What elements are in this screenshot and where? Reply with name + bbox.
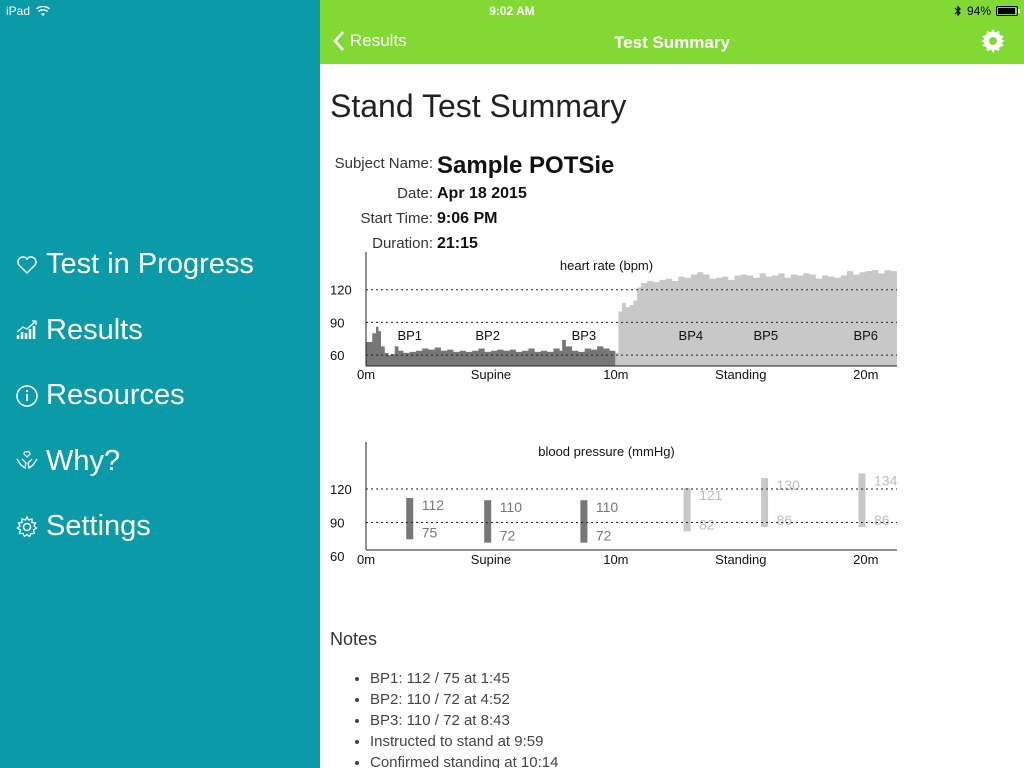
note-item: Confirmed standing at 10:14 xyxy=(370,752,558,768)
bp-diastolic-label: 75 xyxy=(422,524,438,540)
bp-phase-label: Supine xyxy=(471,552,511,567)
bp-bar xyxy=(683,487,691,532)
hr-bp-marker: BP3 xyxy=(572,328,597,343)
sidebar-item-label: Test in Progress xyxy=(46,248,254,281)
hr-xtick-label: 20m xyxy=(853,367,878,382)
bp-systolic-label: 110 xyxy=(596,499,619,515)
bp-bar xyxy=(858,473,866,527)
bp-systolic-label: 130 xyxy=(777,477,801,493)
hr-xtick-label: 0m xyxy=(357,367,375,382)
bp-ytick-label: 120 xyxy=(330,482,352,497)
battery-icon xyxy=(996,6,1020,16)
sidebar-item-results[interactable]: Results xyxy=(14,298,254,364)
bp-systolic-label: 112 xyxy=(422,497,445,513)
bp-ytick-label: 90 xyxy=(330,516,344,531)
bp-diastolic-label: 86 xyxy=(874,512,890,528)
bp-phase-label: Standing xyxy=(715,552,766,567)
date-label: Date: xyxy=(397,185,433,202)
notes-title: Notes xyxy=(330,629,378,649)
chevron-left-icon xyxy=(333,31,344,51)
hr-phase-label: Standing xyxy=(715,367,766,382)
bp-diastolic-label: 72 xyxy=(500,528,516,544)
sidebar-item-why[interactable]: Why? xyxy=(14,429,254,495)
hr-phase-label: Supine xyxy=(471,367,511,382)
sidebar-item-test-in-progress[interactable]: Test in Progress xyxy=(14,232,254,298)
hands-icon xyxy=(14,448,40,474)
bp-bar xyxy=(484,500,492,543)
subject-value: Sample POTSie xyxy=(437,152,615,179)
wifi-icon xyxy=(36,5,51,16)
start-time-value: 9:06 PM xyxy=(437,210,498,227)
note-item: BP1: 112 / 75 at 1:45 xyxy=(370,668,558,689)
duration-value: 21:15 xyxy=(437,235,478,252)
sidebar-item-label: Resources xyxy=(46,379,185,412)
date-value: Apr 18 2015 xyxy=(437,185,527,202)
info-icon xyxy=(14,383,40,409)
sidebar-item-settings[interactable]: Settings xyxy=(14,494,254,560)
status-right: 94% xyxy=(954,4,1020,18)
bp-systolic-label: 121 xyxy=(699,487,723,503)
hr-chart-title: heart rate (bpm) xyxy=(560,258,653,273)
device-name: iPad xyxy=(6,4,31,18)
back-button-label: Results xyxy=(350,31,407,50)
status-bar: iPad 9:02 AM 94% xyxy=(0,0,1024,22)
hr-bp-marker: BP4 xyxy=(679,328,704,343)
back-button[interactable]: Results xyxy=(332,30,407,52)
navigation-bar: Results Test Summary xyxy=(320,0,1024,64)
gear-icon[interactable] xyxy=(980,28,1006,54)
bp-bar xyxy=(580,500,588,543)
bp-xtick-label: 0m xyxy=(357,552,375,567)
heart-icon xyxy=(14,252,40,278)
hr-ytick-label: 90 xyxy=(330,315,344,330)
sidebar: Test in Progress Results Resources xyxy=(0,0,320,768)
sidebar-item-resources[interactable]: Resources xyxy=(14,363,254,429)
status-left: iPad xyxy=(6,4,51,18)
hr-bp-marker: BP5 xyxy=(754,328,779,343)
note-item: BP3: 110 / 72 at 8:43 xyxy=(370,710,558,731)
sidebar-item-label: Settings xyxy=(46,510,151,543)
hr-series-supine xyxy=(366,326,616,366)
sidebar-item-label: Why? xyxy=(46,444,121,477)
bp-diastolic-label: 82 xyxy=(699,516,715,532)
bp-chart-title: blood pressure (mmHg) xyxy=(538,444,675,459)
battery-percent: 94% xyxy=(966,4,991,18)
bp-xtick-label: 20m xyxy=(853,552,878,567)
heart-rate-chart: 60 90 120 heart rate (bpm) BP1 BP2 BP3 BP4 BP5 BP… xyxy=(320,250,1024,390)
hr-bp-marker: BP1 xyxy=(397,328,422,343)
start-time-label: Start Time: xyxy=(360,210,433,227)
sidebar-item-label: Results xyxy=(46,313,143,346)
hr-ytick-label: 120 xyxy=(330,283,352,298)
bp-xtick-label: 10m xyxy=(603,552,628,567)
notes-list: BP1: 112 / 75 at 1:45 BP2: 110 / 72 at 4… xyxy=(370,668,558,768)
chart-icon xyxy=(14,317,40,343)
page-title: Stand Test Summary xyxy=(330,88,627,124)
hr-bp-marker: BP2 xyxy=(475,328,500,343)
subject-label: Subject Name: xyxy=(334,155,433,172)
gear-icon xyxy=(14,514,40,540)
note-item: BP2: 110 / 72 at 4:52 xyxy=(370,689,558,710)
bp-ytick-label: 60 xyxy=(330,549,344,564)
hr-ytick-label: 60 xyxy=(330,348,344,363)
bp-bar xyxy=(761,477,769,527)
main-panel: Results Test Summary Stand Test Summary … xyxy=(320,0,1024,768)
duration-label: Duration: xyxy=(372,235,433,252)
bp-bar xyxy=(406,497,414,540)
note-item: Instructed to stand at 9:59 xyxy=(370,731,558,752)
hr-series-standing xyxy=(615,270,897,366)
bp-systolic-label: 110 xyxy=(500,499,523,515)
navbar-title: Test Summary xyxy=(614,33,730,52)
bp-systolic-label: 134 xyxy=(874,472,898,488)
hr-xtick-label: 10m xyxy=(603,367,628,382)
hr-bp-marker: BP6 xyxy=(853,328,878,343)
status-time: 9:02 AM xyxy=(489,4,535,18)
bluetooth-icon xyxy=(954,5,961,17)
sidebar-nav: Test in Progress Results Resources xyxy=(14,232,254,560)
blood-pressure-chart: blood pressure (mmHg) 112 75 110 72 110 72 121 8… xyxy=(320,435,1024,575)
bp-diastolic-label: 86 xyxy=(777,512,793,528)
bp-diastolic-label: 72 xyxy=(596,528,612,544)
